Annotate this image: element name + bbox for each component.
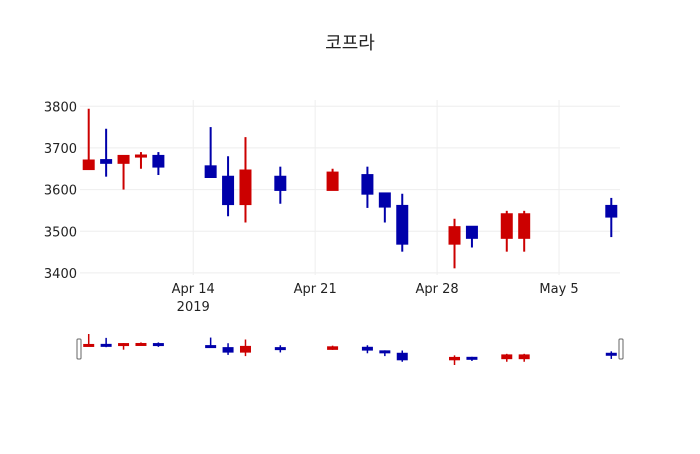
candle-body — [152, 154, 165, 168]
candle-body — [100, 159, 113, 164]
slider-candle-body — [379, 350, 391, 354]
chart-title: 코프라 — [325, 33, 375, 54]
candle-decreasing — [222, 156, 235, 217]
slider-candle — [152, 342, 164, 347]
candle-increasing — [82, 108, 95, 171]
range-slider-left-handle[interactable] — [76, 338, 82, 360]
candle-decreasing — [378, 192, 391, 223]
slider-candle-body — [274, 347, 286, 351]
candle-body — [204, 165, 217, 178]
candle-body — [117, 154, 130, 164]
candle-increasing — [134, 152, 147, 169]
x-tick-label: Apr 21 — [294, 282, 337, 297]
candle-decreasing — [204, 127, 217, 178]
slider-candle — [501, 353, 513, 362]
slider-candle — [327, 345, 339, 350]
candle-decreasing — [605, 197, 618, 238]
x-tick-label: Apr 14 — [172, 282, 215, 297]
candle-increasing — [239, 137, 252, 223]
candle-decreasing — [274, 166, 287, 204]
candle-body — [378, 192, 391, 208]
slider-candle-body — [466, 356, 478, 360]
slider-candle-body — [501, 354, 513, 360]
slider-candle — [396, 350, 408, 362]
slider-candle — [449, 355, 461, 365]
candle-increasing — [518, 210, 531, 252]
candle-body — [500, 213, 513, 239]
candle-increasing — [448, 218, 461, 269]
y-tick-label: 3800 — [44, 100, 77, 115]
candle-body — [605, 204, 618, 218]
slider-candle-body — [152, 343, 164, 347]
slider-candle — [361, 345, 373, 354]
x-tick-label: May 5 — [539, 282, 578, 297]
candle-body — [134, 154, 147, 158]
y-tick-label: 3600 — [44, 184, 77, 199]
slider-candle — [118, 343, 130, 350]
slider-candle-body — [135, 342, 147, 346]
candle-body — [274, 175, 287, 191]
candle-body — [518, 213, 531, 239]
grid — [80, 100, 620, 275]
slider-candle — [605, 351, 617, 359]
candle-body — [361, 174, 374, 195]
candle-body — [222, 175, 235, 206]
slider-candle — [274, 345, 286, 353]
slider-candle-body — [222, 347, 234, 353]
candle-body — [239, 169, 252, 206]
candle-body — [396, 204, 409, 245]
slider-candle — [100, 337, 112, 348]
candle-decreasing — [152, 152, 165, 175]
slider-candle-body — [118, 343, 130, 347]
candles[interactable] — [82, 108, 618, 269]
candle-body — [82, 159, 95, 171]
y-tick-label: 3400 — [44, 267, 77, 282]
candle-body — [326, 171, 339, 191]
slider-candle-body — [605, 352, 617, 356]
slider-candle-body — [205, 345, 217, 349]
x-tick-year-label: 2019 — [177, 300, 210, 315]
slider-candle — [205, 337, 217, 349]
slider-candle-body — [361, 346, 373, 351]
slider-candle-body — [518, 354, 530, 360]
slider-candle-body — [449, 356, 461, 361]
slider-candle — [239, 339, 251, 357]
range-slider[interactable] — [76, 334, 624, 365]
y-tick-label: 3500 — [44, 225, 77, 240]
slider-candle-body — [327, 346, 339, 350]
x-tick-label: Apr 28 — [416, 282, 459, 297]
candle-decreasing — [100, 128, 113, 177]
slider-candle — [518, 353, 530, 362]
slider-candle — [222, 343, 234, 355]
candle-increasing — [326, 168, 339, 191]
slider-candle-body — [83, 343, 95, 347]
candle-decreasing — [361, 166, 374, 208]
x-axis: Apr 14 2019 Apr 21 Apr 28 May 5 — [172, 282, 579, 315]
candle-decreasing — [465, 225, 478, 248]
slider-candle — [466, 356, 478, 361]
candle-body — [465, 225, 478, 239]
candle-increasing — [500, 210, 513, 252]
y-tick-label: 3700 — [44, 142, 77, 157]
slider-candle — [379, 350, 391, 357]
slider-candle — [83, 334, 95, 347]
slider-candle-body — [100, 343, 112, 347]
candle-body — [448, 226, 461, 245]
candle-increasing — [117, 154, 130, 190]
slider-candle-body — [239, 345, 251, 353]
slider-candle-body — [396, 352, 408, 361]
slider-candle — [135, 342, 147, 346]
y-axis: 3400 3500 3600 3700 3800 — [44, 100, 77, 282]
candle-decreasing — [396, 193, 409, 252]
range-slider-right-handle[interactable] — [618, 338, 624, 360]
